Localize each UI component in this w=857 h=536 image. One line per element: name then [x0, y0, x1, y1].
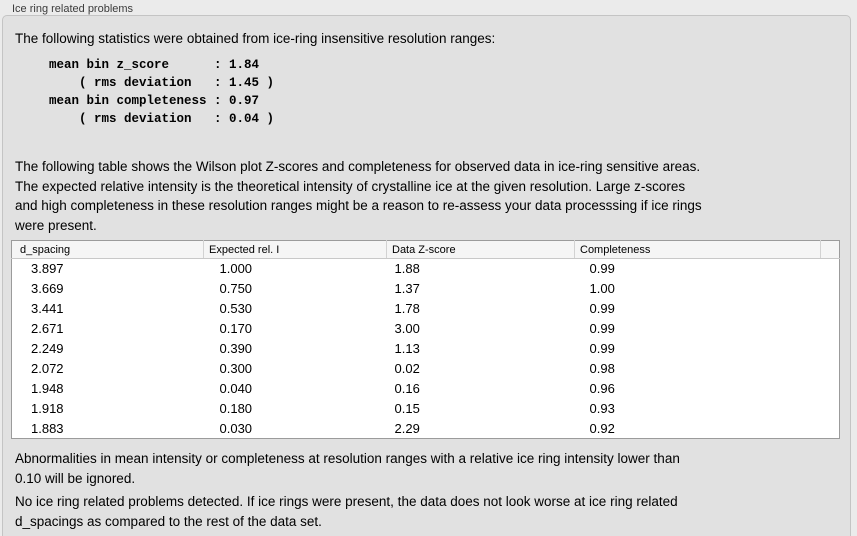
column-header-completeness[interactable]: Completeness	[574, 240, 821, 259]
cell-expected-rel-i: 0.530	[219, 301, 253, 316]
cell-completeness: 0.99	[589, 341, 615, 356]
table-description-text: The following table shows the Wilson plo…	[15, 159, 702, 234]
table-row[interactable]: 1.948 0.040 0.16 0.96	[12, 379, 840, 399]
cell-d-spacing: 2.072	[31, 361, 64, 376]
cell-d-spacing: 3.897	[31, 261, 64, 277]
cell-data-z-score: 3.00	[394, 321, 420, 336]
cell-empty	[821, 419, 840, 439]
column-header-expected-rel-i[interactable]: Expected rel. I	[203, 240, 387, 259]
cell-data-z-score: 1.37	[394, 281, 420, 296]
cell-expected-rel-i: 1.000	[219, 261, 253, 277]
table-row[interactable]: 3.441 0.530 1.78 0.99	[12, 299, 840, 319]
column-header-data-z-score[interactable]: Data Z-score	[386, 240, 575, 259]
cell-empty	[821, 339, 840, 359]
cell-expected-rel-i: 0.170	[219, 321, 253, 336]
table-row[interactable]: 2.249 0.390 1.13 0.99	[12, 339, 840, 359]
column-header-empty	[820, 240, 840, 259]
cell-empty	[821, 379, 840, 399]
table-row[interactable]: 1.883 0.030 2.29 0.92	[12, 419, 840, 439]
cell-d-spacing: 3.441	[31, 301, 64, 316]
table-header-row: d_spacing Expected rel. I Data Z-score C…	[11, 240, 840, 259]
cell-d-spacing: 1.948	[31, 381, 64, 396]
cell-completeness: 0.93	[589, 401, 615, 416]
cell-data-z-score: 0.16	[394, 381, 420, 396]
cell-empty	[821, 259, 840, 279]
cell-expected-rel-i: 0.750	[219, 281, 253, 296]
cell-data-z-score: 1.88	[394, 261, 420, 277]
cell-d-spacing: 3.669	[31, 281, 64, 296]
stats-intro-text: The following statistics were obtained f…	[15, 31, 496, 46]
cell-completeness: 0.96	[589, 381, 615, 396]
cell-data-z-score: 0.02	[394, 361, 420, 376]
table-row[interactable]: 2.072 0.300 0.02 0.98	[12, 359, 840, 379]
stats-block: mean bin z_score : 1.84 ( rms deviation …	[49, 58, 275, 126]
ice-ring-table: d_spacing Expected rel. I Data Z-score C…	[11, 240, 840, 439]
table-row[interactable]: 1.918 0.180 0.15 0.93	[12, 399, 840, 419]
cell-data-z-score: 0.15	[394, 401, 420, 416]
cell-empty	[821, 359, 840, 379]
cell-d-spacing: 2.671	[31, 321, 64, 336]
ice-ring-panel: The following statistics were obtained f…	[2, 15, 851, 536]
cell-expected-rel-i: 0.300	[219, 361, 253, 376]
column-header-d-spacing[interactable]: d_spacing	[11, 240, 204, 259]
cell-completeness: 0.92	[589, 420, 615, 436]
cell-d-spacing: 1.883	[31, 420, 64, 436]
ignore-note-text: Abnormalities in mean intensity or compl…	[15, 451, 680, 486]
cell-empty	[821, 279, 840, 299]
cell-d-spacing: 1.918	[31, 401, 64, 416]
cell-expected-rel-i: 0.040	[219, 381, 253, 396]
cell-data-z-score: 1.78	[394, 301, 420, 316]
cell-completeness: 0.99	[589, 321, 615, 336]
cell-completeness: 0.99	[589, 301, 615, 316]
cell-data-z-score: 2.29	[394, 420, 420, 436]
cell-empty	[821, 399, 840, 419]
cell-d-spacing: 2.249	[31, 341, 64, 356]
cell-completeness: 0.98	[589, 361, 615, 376]
cell-empty	[821, 319, 840, 339]
conclusion-text: No ice ring related problems detected. I…	[15, 494, 678, 529]
cell-expected-rel-i: 0.030	[219, 420, 253, 436]
panel-title: Ice ring related problems	[12, 3, 134, 15]
cell-data-z-score: 1.13	[394, 341, 420, 356]
cell-empty	[821, 299, 840, 319]
table-row[interactable]: 2.671 0.170 3.00 0.99	[12, 319, 840, 339]
cell-expected-rel-i: 0.180	[219, 401, 253, 416]
cell-completeness: 0.99	[589, 261, 615, 277]
table-row[interactable]: 3.897 1.000 1.88 0.99	[12, 259, 840, 279]
cell-completeness: 1.00	[589, 281, 615, 296]
cell-expected-rel-i: 0.390	[219, 341, 253, 356]
table-row[interactable]: 3.669 0.750 1.37 1.00	[12, 279, 840, 299]
table-body: 3.897 1.000 1.88 0.99 3.669 0.750 1.37 1…	[12, 259, 840, 439]
